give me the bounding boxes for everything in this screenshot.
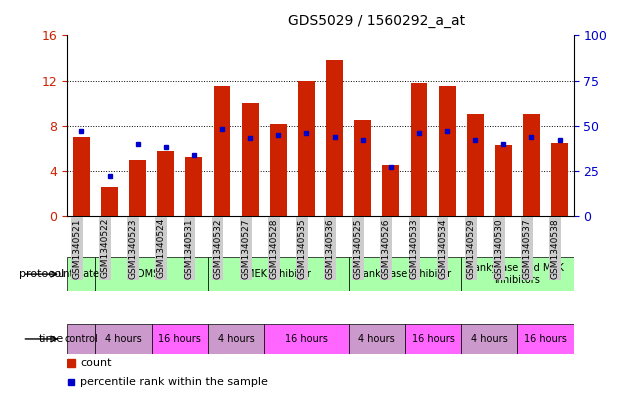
Bar xyxy=(495,145,512,216)
Text: 16 hours: 16 hours xyxy=(158,334,201,344)
Bar xyxy=(208,324,264,354)
Text: control: control xyxy=(65,334,98,344)
Text: GSM1340533: GSM1340533 xyxy=(410,218,419,279)
Text: GDS5029 / 1560292_a_at: GDS5029 / 1560292_a_at xyxy=(288,13,465,28)
Text: 4 hours: 4 hours xyxy=(218,334,254,344)
Text: tankyrase inhibitor: tankyrase inhibitor xyxy=(359,269,451,279)
Text: 16 hours: 16 hours xyxy=(412,334,454,344)
Bar xyxy=(67,324,96,354)
Text: GSM1340530: GSM1340530 xyxy=(494,218,503,279)
Text: 4 hours: 4 hours xyxy=(358,334,395,344)
Bar xyxy=(213,86,231,216)
Bar xyxy=(438,86,456,216)
Bar xyxy=(67,257,96,291)
Text: 4 hours: 4 hours xyxy=(105,334,142,344)
Text: count: count xyxy=(80,358,112,367)
Text: GSM1340535: GSM1340535 xyxy=(297,218,306,279)
Bar xyxy=(467,114,484,216)
Text: GSM1340524: GSM1340524 xyxy=(157,218,166,279)
Text: percentile rank within the sample: percentile rank within the sample xyxy=(80,377,268,387)
Bar xyxy=(461,324,517,354)
Text: GSM1340528: GSM1340528 xyxy=(269,218,278,279)
Text: MEK inhibitor: MEK inhibitor xyxy=(246,269,311,279)
Bar xyxy=(551,143,568,216)
Bar xyxy=(326,60,343,216)
Bar xyxy=(383,165,399,216)
Text: GSM1340527: GSM1340527 xyxy=(241,218,250,279)
Bar xyxy=(349,257,461,291)
Bar xyxy=(101,187,118,216)
Bar xyxy=(242,103,258,216)
Bar xyxy=(461,257,574,291)
Bar xyxy=(354,120,371,216)
Bar xyxy=(523,114,540,216)
Text: GSM1340529: GSM1340529 xyxy=(466,218,475,279)
Bar xyxy=(405,324,461,354)
Bar xyxy=(264,324,349,354)
Text: time: time xyxy=(39,334,64,344)
Text: tankyrase and MEK
inhibitors: tankyrase and MEK inhibitors xyxy=(470,263,564,285)
Bar xyxy=(152,324,208,354)
Bar xyxy=(157,151,174,216)
Text: 16 hours: 16 hours xyxy=(285,334,328,344)
Text: GSM1340526: GSM1340526 xyxy=(382,218,391,279)
Bar xyxy=(73,137,90,216)
Text: GSM1340531: GSM1340531 xyxy=(185,218,194,279)
Bar xyxy=(270,123,287,216)
Text: GSM1340521: GSM1340521 xyxy=(72,218,81,279)
Text: 4 hours: 4 hours xyxy=(471,334,508,344)
Text: GSM1340534: GSM1340534 xyxy=(438,218,447,279)
Bar xyxy=(96,324,152,354)
Bar xyxy=(517,324,574,354)
Text: GSM1340536: GSM1340536 xyxy=(326,218,335,279)
Bar xyxy=(129,160,146,216)
Bar xyxy=(208,257,349,291)
Bar xyxy=(410,83,428,216)
Text: untreated: untreated xyxy=(57,269,105,279)
Text: GSM1340525: GSM1340525 xyxy=(354,218,363,279)
Text: 16 hours: 16 hours xyxy=(524,334,567,344)
Text: DMSO: DMSO xyxy=(137,269,167,279)
Text: GSM1340523: GSM1340523 xyxy=(129,218,138,279)
Bar xyxy=(185,157,203,216)
Bar xyxy=(349,324,405,354)
Text: GSM1340537: GSM1340537 xyxy=(522,218,531,279)
Bar xyxy=(96,257,208,291)
Text: GSM1340522: GSM1340522 xyxy=(101,218,110,279)
Text: GSM1340532: GSM1340532 xyxy=(213,218,222,279)
Text: GSM1340538: GSM1340538 xyxy=(551,218,560,279)
Bar xyxy=(298,81,315,216)
Text: protocol: protocol xyxy=(19,269,64,279)
